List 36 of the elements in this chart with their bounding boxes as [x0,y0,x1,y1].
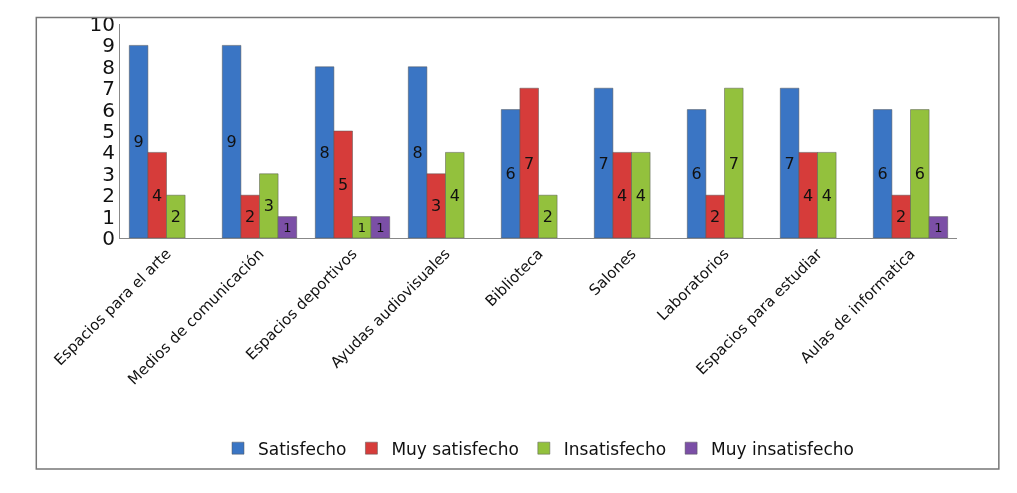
data-label: 3 [431,196,442,216]
data-label: 2 [896,207,907,227]
data-label: 6 [914,164,925,184]
data-label: 9 [133,132,144,152]
data-label: 1 [283,219,292,235]
data-label: 8 [412,142,423,162]
data-label: 7 [728,153,739,173]
data-label: 4 [821,185,832,205]
data-label: 1 [934,219,943,235]
data-label: 4 [152,185,163,205]
data-label: 6 [505,164,516,184]
legend-label: Muy satisfecho [391,438,519,459]
data-label: 9 [226,132,237,152]
legend-label: Insatisfecho [563,438,667,459]
data-label: 6 [691,164,702,184]
legend-label: Satisfecho [258,438,347,459]
data-label: 4 [635,185,646,205]
data-label: 6 [877,164,888,184]
data-label: 7 [524,153,535,173]
data-label: 8 [319,142,330,162]
data-label: 2 [710,207,721,227]
data-label: 7 [784,153,795,173]
legend-label: Muy insatisfecho [711,438,854,459]
data-label: 2 [170,207,181,227]
data-label: 7 [598,153,609,173]
data-label: 2 [542,207,553,227]
data-label: 5 [338,175,349,194]
y-tick-label: 5 [102,119,115,143]
data-label: 4 [803,185,814,205]
data-label: 2 [245,207,256,227]
data-label: 4 [617,185,628,205]
y-tick-label: 0 [102,226,115,250]
data-label: 4 [449,185,460,205]
data-label: 1 [357,219,366,235]
data-label: 1 [376,219,385,235]
data-label: 3 [263,196,274,216]
